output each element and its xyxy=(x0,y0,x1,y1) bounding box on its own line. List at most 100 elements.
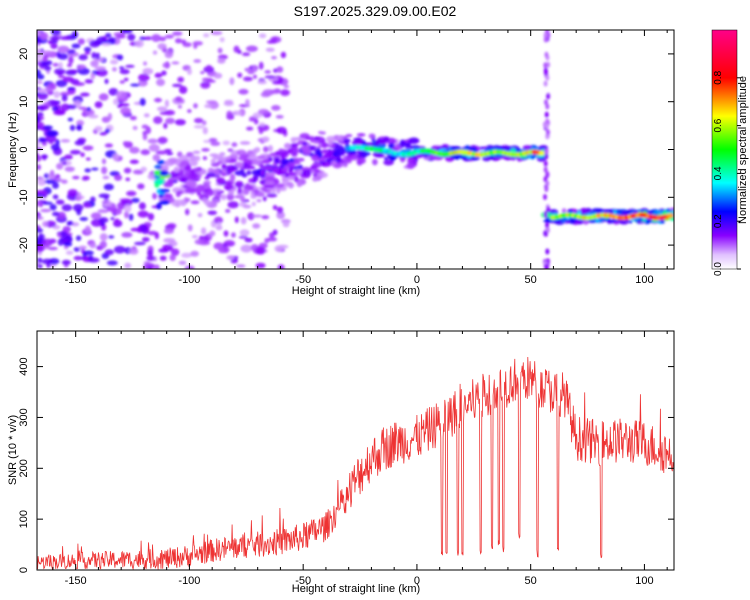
heatmap-noise-blob xyxy=(99,131,108,136)
spectrogram-y-tick-labels: -20 -10 0 10 20 xyxy=(18,48,30,253)
heatmap-noise-blob xyxy=(202,126,208,135)
heatmap-noise-blob xyxy=(147,213,155,221)
heatmap-noise-blob xyxy=(193,43,198,49)
snr-background xyxy=(37,331,674,570)
heatmap-signal-blob xyxy=(286,182,294,186)
heatmap-signal-blob xyxy=(172,199,183,203)
heatmap-noise-blob xyxy=(165,117,175,124)
heatmap-noise-blob xyxy=(244,67,250,72)
heatmap-noise-blob xyxy=(45,60,53,66)
heatmap-noise-blob xyxy=(141,237,150,242)
heatmap-noise-blob xyxy=(132,125,138,131)
heatmap-signal-blob xyxy=(156,202,162,210)
heatmap-signal-blob xyxy=(470,155,477,161)
heatmap-noise-blob xyxy=(153,264,160,269)
heatmap-noise-blob xyxy=(121,232,133,238)
colorbar: 0.0 0.2 0.4 0.6 0.8 Normalized spectral ampl… xyxy=(711,29,749,276)
heatmap-noise-blob xyxy=(78,54,88,61)
heatmap-noise-blob xyxy=(114,218,120,225)
heatmap-noise-blob xyxy=(166,151,174,156)
heatmap-signal-blob xyxy=(223,184,234,190)
heatmap-noise-blob xyxy=(73,247,80,252)
heatmap-noise-blob xyxy=(177,76,185,83)
snr-y-tick-label: 400 xyxy=(18,357,30,375)
heatmap-noise-blob xyxy=(269,89,282,94)
heatmap-signal-blob xyxy=(351,140,357,147)
heatmap-noise-blob xyxy=(262,196,267,202)
snr-x-tick-label: 0 xyxy=(414,575,420,587)
heatmap-noise-blob xyxy=(112,153,120,161)
heatmap-noise-blob xyxy=(37,189,48,196)
heatmap-signal-blob xyxy=(302,149,312,155)
heatmap-noise-blob xyxy=(105,32,112,38)
heatmap-signal-blob xyxy=(660,219,665,224)
heatmap-noise-blob xyxy=(266,40,276,44)
heatmap-noise-blob xyxy=(237,49,242,54)
heatmap-noise-blob xyxy=(123,77,129,82)
heatmap-signal-blob xyxy=(399,139,406,147)
heatmap-noise-blob xyxy=(132,169,144,175)
heatmap-noise-blob xyxy=(37,106,43,111)
heatmap-noise-blob xyxy=(169,254,176,262)
heatmap-noise-blob xyxy=(129,146,140,154)
heatmap-noise-blob xyxy=(99,233,108,241)
heatmap-signal-blob xyxy=(262,165,274,171)
heatmap-noise-blob xyxy=(204,104,213,109)
heatmap-noise-blob xyxy=(76,124,83,131)
heatmap-noise-blob xyxy=(152,154,161,162)
heatmap-signal-blob xyxy=(293,157,300,163)
heatmap-noise-blob xyxy=(225,208,231,213)
heatmap-noise-blob xyxy=(67,104,77,110)
heatmap-noise-blob xyxy=(37,48,42,52)
heatmap-noise-blob xyxy=(108,235,115,239)
snr-y-tick-labels: 0 100 200 300 400 xyxy=(18,357,30,573)
heatmap-noise-blob xyxy=(55,79,68,88)
heatmap-noise-blob xyxy=(142,132,148,141)
heatmap-noise-blob xyxy=(119,69,130,75)
heatmap-signal-blob xyxy=(212,188,222,192)
heatmap-signal-blob xyxy=(184,171,189,177)
heatmap-noise-blob xyxy=(253,118,259,125)
heatmap-signal-blob xyxy=(168,158,177,164)
heatmap-signal-blob xyxy=(274,158,280,165)
heatmap-noise-blob xyxy=(109,59,119,65)
heatmap-noise-blob xyxy=(164,99,170,108)
heatmap-noise-blob xyxy=(246,126,254,131)
heatmap-noise-blob xyxy=(243,76,253,82)
heatmap-noise-blob xyxy=(264,237,270,244)
heatmap-noise-blob xyxy=(37,200,44,207)
heatmap-noise-blob xyxy=(111,67,117,72)
heatmap-noise-blob xyxy=(159,255,167,261)
heatmap-noise-blob xyxy=(37,61,42,65)
heatmap-stripe-blob xyxy=(545,180,550,187)
heatmap-noise-blob xyxy=(139,98,146,106)
heatmap-noise-blob xyxy=(166,223,177,229)
heatmap-noise-blob xyxy=(43,65,52,71)
heatmap-noise-blob xyxy=(41,258,54,265)
heatmap-noise-blob xyxy=(231,232,236,238)
heatmap-stripe-blob xyxy=(544,51,549,58)
heatmap-signal-blob xyxy=(158,200,170,205)
heatmap-noise-blob xyxy=(210,141,221,147)
heatmap-noise-blob xyxy=(74,140,85,146)
spectrogram-x-tick-label: 0 xyxy=(414,274,420,286)
heatmap-noise-blob xyxy=(83,250,94,256)
heatmap-noise-blob xyxy=(124,210,129,219)
heatmap-stripe-blob xyxy=(545,171,550,178)
heatmap-noise-blob xyxy=(45,85,51,93)
heatmap-noise-blob xyxy=(186,68,192,75)
heatmap-noise-blob xyxy=(193,125,205,129)
heatmap-signal-blob xyxy=(591,208,602,214)
heatmap-noise-blob xyxy=(37,116,41,124)
heatmap-signal-blob xyxy=(404,142,411,148)
heatmap-signal-blob xyxy=(175,190,181,198)
heatmap-noise-blob xyxy=(123,204,132,213)
heatmap-noise-blob xyxy=(68,69,79,74)
heatmap-stripe-blob xyxy=(544,186,549,193)
heatmap-noise-blob xyxy=(42,154,47,161)
heatmap-signal-blob xyxy=(628,220,633,224)
heatmap-noise-blob xyxy=(129,115,137,121)
heatmap-noise-blob xyxy=(223,230,229,237)
heatmap-noise-blob xyxy=(161,70,167,76)
